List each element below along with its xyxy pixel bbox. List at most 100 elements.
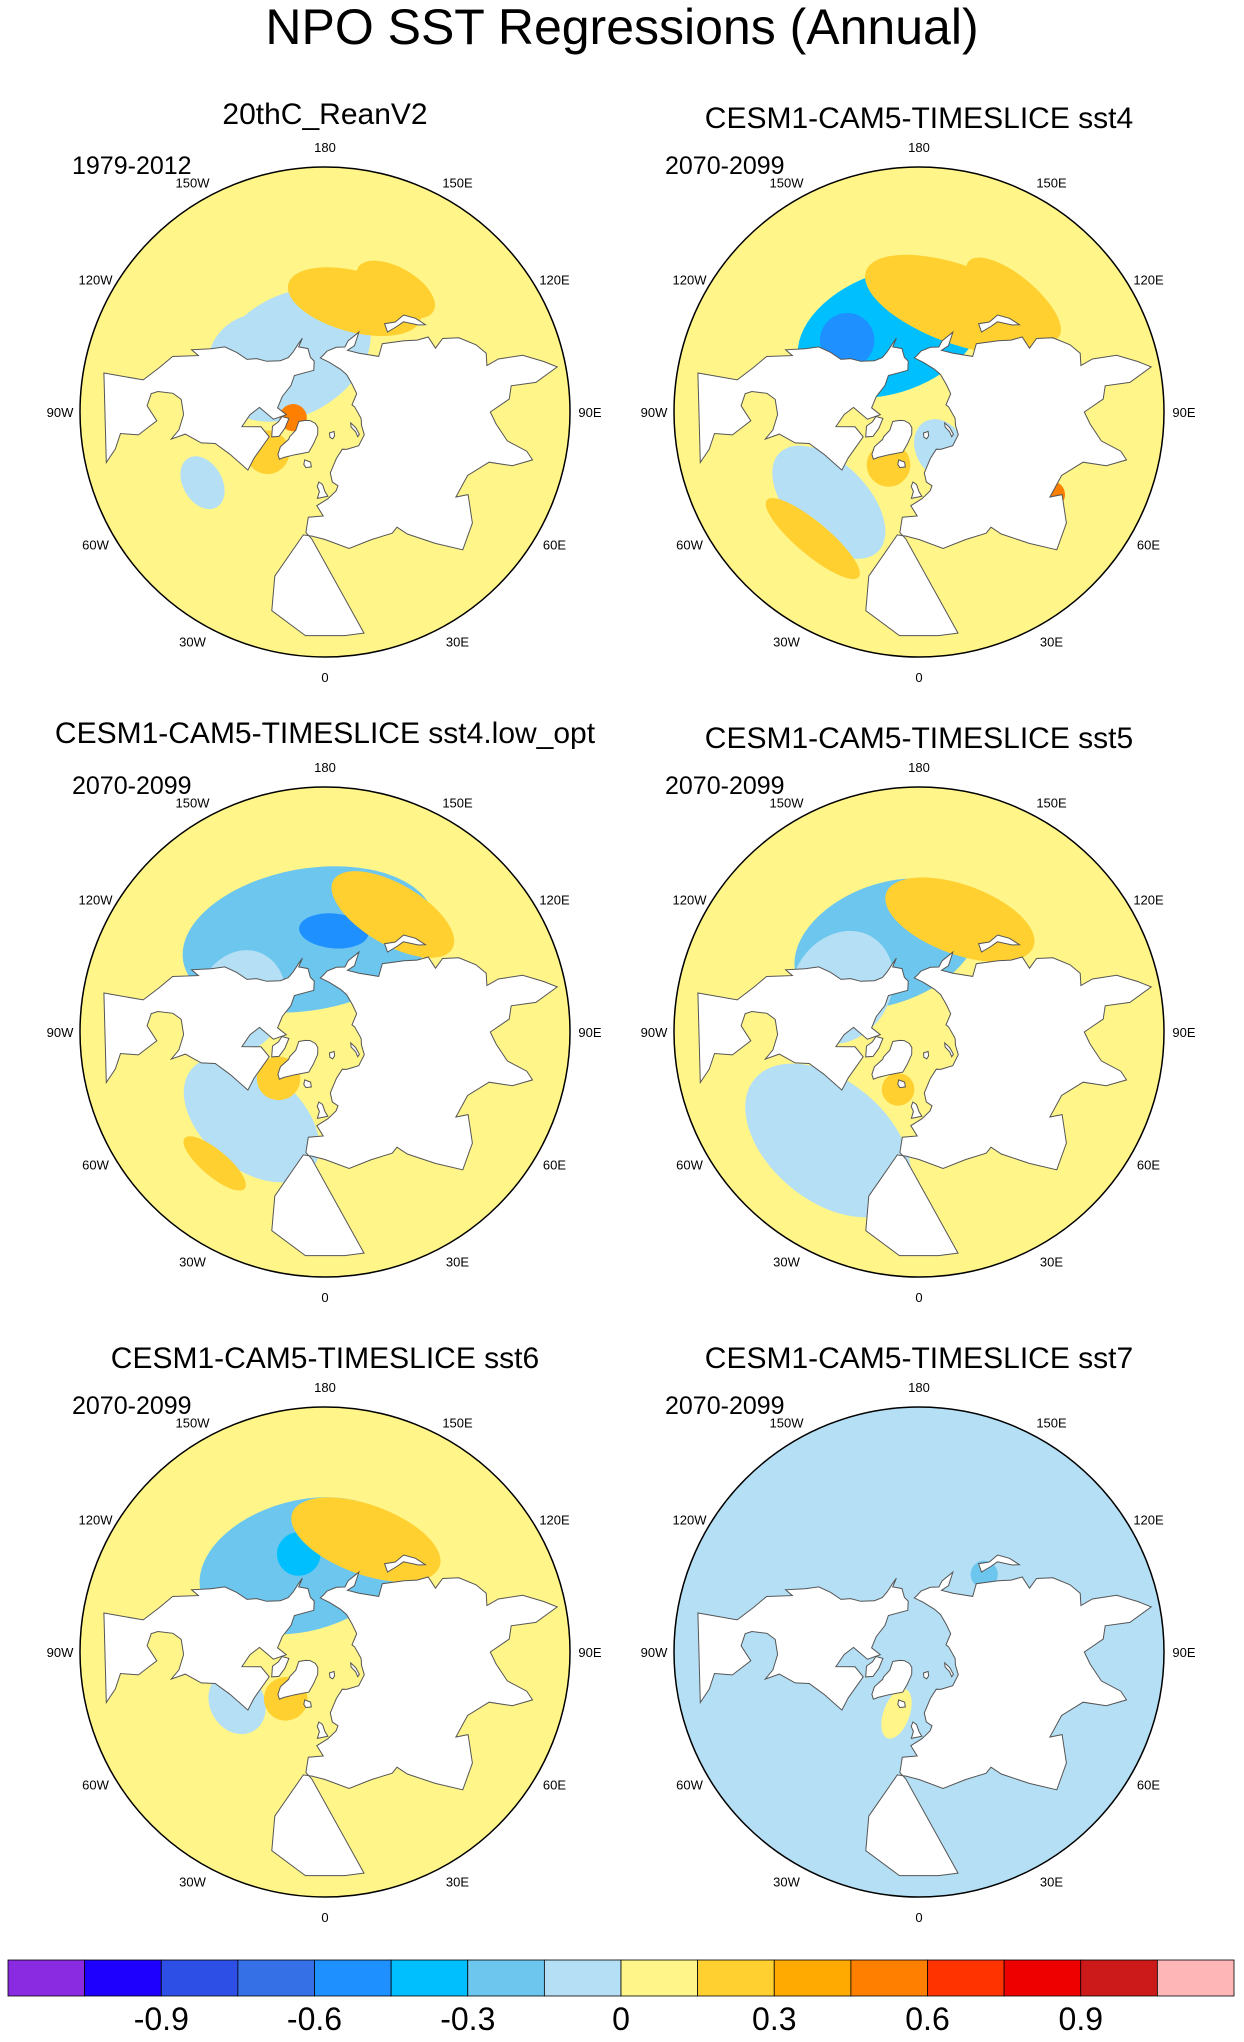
land-iceland [897, 1079, 906, 1089]
land-svalbard [922, 430, 930, 440]
longitude-label: 30W [773, 1255, 800, 1270]
land-baffin [865, 1655, 884, 1678]
land-greenland [277, 419, 319, 460]
longitude-label: 90W [641, 1645, 668, 1660]
land-japan [383, 1554, 427, 1573]
longitude-label: 150W [770, 1416, 805, 1431]
longitude-label: 30W [179, 1255, 206, 1270]
panel-title: CESM1-CAM5-TIMESLICE sst4 [705, 102, 1133, 135]
anomaly-region [881, 1688, 912, 1739]
longitude-label: 90W [47, 405, 74, 420]
land-novaya [944, 1041, 954, 1058]
land-britain [910, 481, 923, 500]
map-area [674, 1407, 1164, 1897]
longitude-label: 0 [915, 670, 922, 685]
colorbar-swatch [927, 1959, 1005, 1997]
anomaly-region [180, 456, 225, 510]
colorbar-label: 0 [612, 2001, 630, 2037]
longitude-label: 120W [79, 893, 114, 908]
land-japan [383, 314, 427, 333]
longitude-label: 180 [314, 140, 336, 155]
map-area [80, 167, 570, 657]
land-baffin [865, 415, 884, 438]
land-svalbard [922, 1050, 930, 1060]
land-britain [316, 481, 329, 500]
land-svalbard [328, 1050, 336, 1060]
colorbar-label: -0.6 [287, 2001, 342, 2037]
longitude-label: 90E [1172, 405, 1195, 420]
longitude-label: 30W [179, 635, 206, 650]
colorbar-swatch [160, 1959, 239, 1997]
panel-period: 2070-2099 [665, 1392, 785, 1420]
longitude-label: 90W [641, 405, 668, 420]
colorbar-swatch [1156, 1959, 1235, 1997]
longitude-label: 30W [179, 1875, 206, 1890]
map-panel: 180 150E 120E 90E 60E 30E 0 30W 60W 90W 120W 150W CE… [641, 722, 1196, 1305]
colorbar-swatch [543, 1959, 622, 1997]
longitude-label: 60W [82, 1778, 109, 1793]
colorbar-swatch [773, 1959, 852, 1997]
longitude-label: 90W [47, 1645, 74, 1660]
land-iceland [303, 459, 312, 469]
longitude-label: 120E [539, 1513, 570, 1528]
land-eurasia [271, 1570, 559, 1877]
longitude-label: 30E [1040, 635, 1063, 650]
longitude-label: 60E [1137, 1158, 1160, 1173]
anomaly-region [970, 1560, 998, 1588]
longitude-label: 120W [673, 893, 708, 908]
panel-title: CESM1-CAM5-TIMESLICE sst6 [111, 1342, 539, 1375]
longitude-label: 150E [1036, 1416, 1067, 1431]
land-baffin [865, 1035, 884, 1058]
land-eurasia [865, 1570, 1153, 1877]
panel-title: CESM1-CAM5-TIMESLICE sst4.low_opt [55, 717, 596, 750]
panel-period: 2070-2099 [665, 152, 785, 180]
colorbar: -0.9 -0.6 -0.3 0 0.3 0.6 0.9 [7, 1959, 1235, 2037]
colorbar-label: 0.9 [1059, 2001, 1103, 2037]
land-northAmerica [103, 1577, 315, 1711]
land-novaya [350, 1041, 360, 1058]
panel-title: CESM1-CAM5-TIMESLICE sst7 [705, 1342, 1133, 1375]
land-greenland [871, 1659, 913, 1700]
colorbar-label: 0.3 [752, 2001, 796, 2037]
map-border [79, 1406, 571, 1898]
land-britain [316, 1101, 329, 1120]
longitude-label: 90E [1172, 1645, 1195, 1660]
longitude-label: 180 [908, 140, 930, 155]
anomaly-region [966, 257, 1061, 341]
map-border [673, 166, 1165, 658]
longitude-label: 150E [442, 796, 473, 811]
longitude-label: 150E [1036, 176, 1067, 191]
longitude-label: 60E [1137, 538, 1160, 553]
longitude-label: 90E [578, 405, 601, 420]
land-eurasia [271, 330, 559, 637]
colorbar-swatch [1003, 1959, 1082, 1997]
colorbar-label: -0.3 [440, 2001, 495, 2037]
panel-period: 2070-2099 [72, 1392, 192, 1420]
panel-title: CESM1-CAM5-TIMESLICE sst5 [705, 722, 1133, 755]
panel-title: 20thC_ReanV2 [222, 98, 427, 131]
anomaly-region [299, 913, 369, 949]
land-japan [977, 1554, 1021, 1573]
colorbar-swatch [697, 1959, 775, 1997]
longitude-label: 0 [321, 670, 328, 685]
land-iceland [897, 1699, 906, 1709]
longitude-label: 0 [321, 1290, 328, 1305]
longitude-label: 30E [1040, 1255, 1063, 1270]
land-northAmerica [697, 1577, 909, 1711]
land-greenland [871, 1039, 913, 1080]
land-novaya [350, 421, 360, 438]
land-japan [977, 314, 1021, 333]
land-britain [910, 1101, 923, 1120]
longitude-label: 180 [908, 760, 930, 775]
land-svalbard [328, 1670, 336, 1680]
longitude-label: 30W [773, 1875, 800, 1890]
land-novaya [944, 421, 954, 438]
panel-grid: 180150E120E90E60E30E030W60W90W120W150W20… [47, 98, 1196, 1925]
land-northAmerica [103, 957, 315, 1091]
land-northAmerica [697, 337, 909, 471]
longitude-label: 60W [676, 1158, 703, 1173]
land-baffin [271, 415, 290, 438]
colorbar-swatch [237, 1959, 315, 1997]
map-panel: 180 150E 120E 90E 60E 30E 0 30W 60W 90W 120W 150W CE… [47, 1342, 602, 1925]
